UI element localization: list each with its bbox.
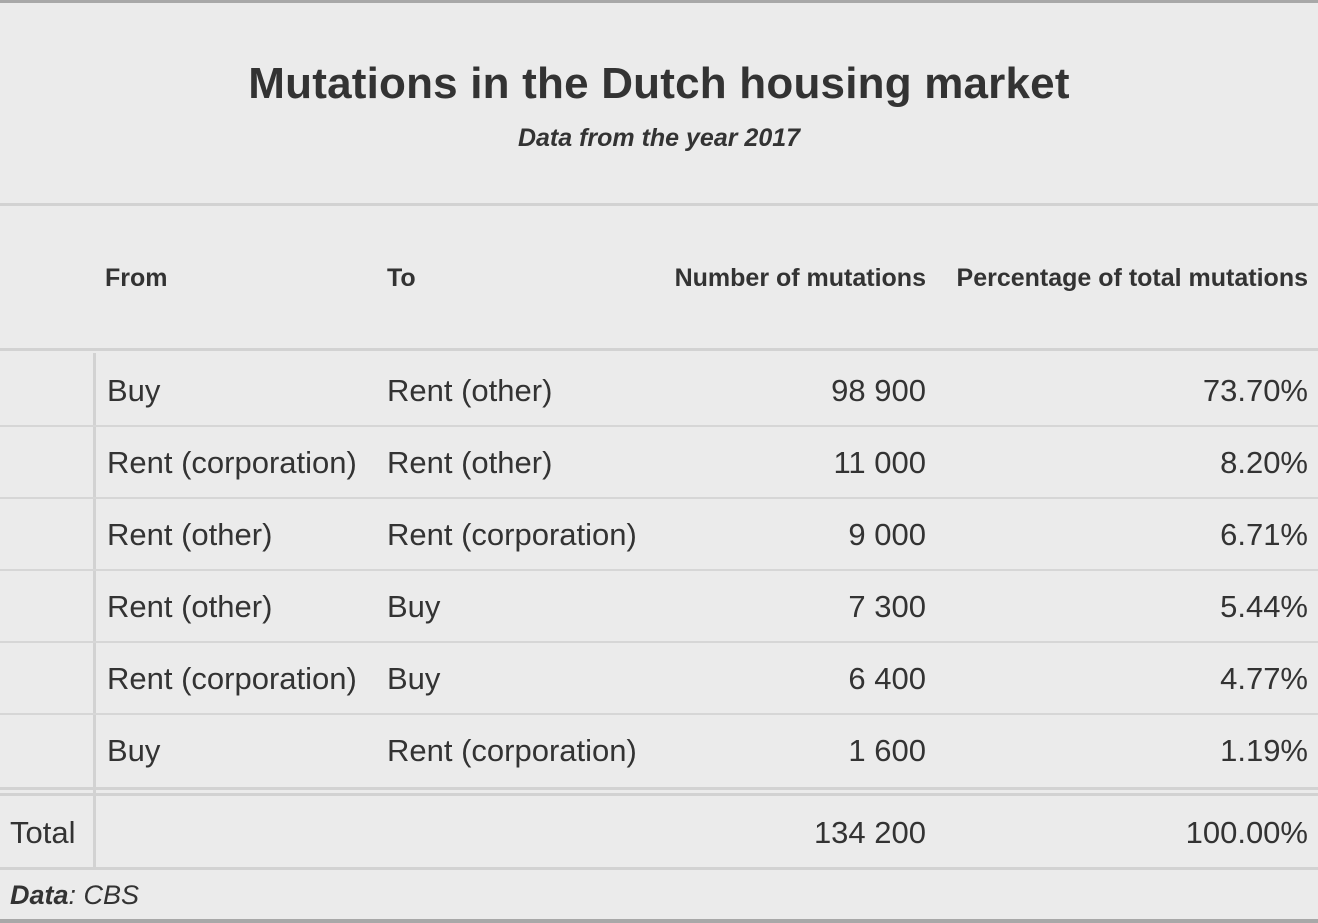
row-divider [0,641,1318,643]
footer-rule [0,867,1318,870]
column-header-from: From [105,264,168,292]
chart-subtitle: Data from the year 2017 [517,124,801,152]
row-divider [0,425,1318,427]
total-percentage: 100.00% [1185,815,1308,850]
chart-title: Mutations in the Dutch housing market [248,59,1070,108]
header-top-rule [0,203,1318,206]
row-divider [0,569,1318,571]
row-divider [0,713,1318,715]
total-separator-bottom [0,793,1318,796]
cell-from: Rent (other) [107,589,273,624]
total-count: 134 200 [813,815,926,850]
row-label-divider [93,353,96,868]
column-header-to: To [387,264,416,292]
total-label: Total [10,815,76,850]
source-note: Data: CBS [10,880,139,911]
cell-from: Buy [107,733,161,768]
cell-to: Rent (other) [387,373,553,408]
cell-to: Rent (other) [387,445,553,480]
total-separator-top [0,787,1318,790]
source-label: Data [10,880,69,910]
cell-to: Buy [387,589,441,624]
cell-from: Rent (other) [107,517,273,552]
cell-number: 9 000 [848,517,926,552]
cell-to: Rent (corporation) [387,733,637,768]
cell-from: Rent (corporation) [107,445,357,480]
cell-number: 1 600 [848,733,926,768]
cell-percentage: 1.19% [1220,733,1308,768]
cell-to: Rent (corporation) [387,517,637,552]
cell-from: Buy [107,373,161,408]
cell-percentage: 4.77% [1220,661,1308,696]
cell-percentage: 73.70% [1202,373,1308,408]
source-value: : CBS [68,880,140,910]
cell-percentage: 5.44% [1220,589,1308,624]
column-header-number: Number of mutations [674,264,926,292]
cell-percentage: 8.20% [1220,445,1308,480]
cell-number: 98 900 [831,373,926,408]
cell-number: 7 300 [848,589,926,624]
cell-from: Rent (corporation) [107,661,357,696]
cell-to: Buy [387,661,441,696]
cell-number: 6 400 [848,661,926,696]
cell-percentage: 6.71% [1220,517,1308,552]
header-bottom-rule [0,348,1318,351]
column-header-percentage: Percentage of total mutations [956,264,1308,292]
row-divider [0,497,1318,499]
cell-number: 11 000 [833,445,926,480]
